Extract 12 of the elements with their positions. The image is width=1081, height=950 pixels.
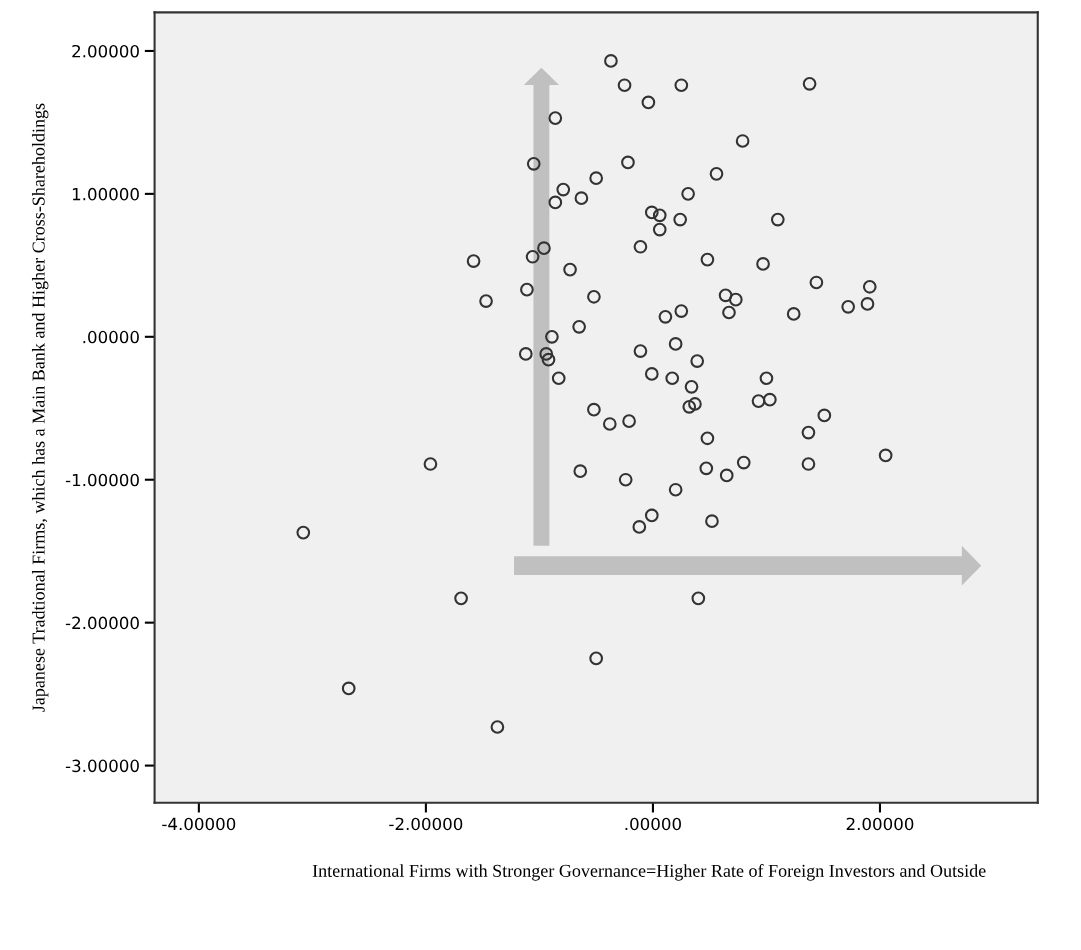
y-tick-label: 1.00000	[72, 187, 139, 201]
y-tick-label: -2.00000	[65, 616, 139, 630]
x-tick-label: -4.00000	[162, 817, 236, 831]
y-axis-title: Japanese Tradtional Firms, which has a Main Bank and Higher Cross-Shareholdings	[31, 103, 49, 712]
x-tick-label: 2.00000	[846, 817, 914, 831]
x-tick-label: .00000	[625, 817, 681, 831]
x-tick-label: -2.00000	[389, 817, 463, 831]
y-tick-label: -1.00000	[65, 473, 139, 487]
x-axis-title: International Firms with Stronger Governance=Higher Rate of Foreign Investors and Outside	[312, 864, 986, 881]
y-tick-label: -3.00000	[65, 759, 139, 773]
y-tick-label: .00000	[83, 330, 139, 344]
y-tick-label: 2.00000	[72, 44, 139, 58]
